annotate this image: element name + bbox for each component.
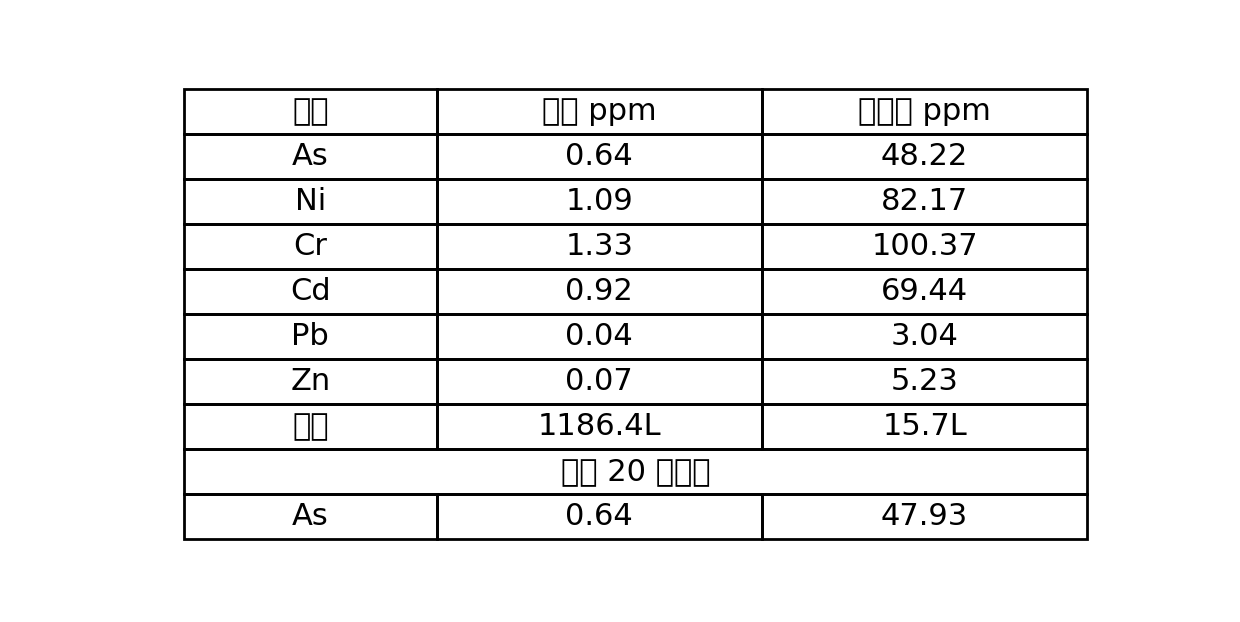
Bar xyxy=(184,269,436,314)
Bar xyxy=(761,359,1087,404)
Bar xyxy=(436,179,761,224)
Bar xyxy=(436,494,761,539)
Bar xyxy=(184,89,436,134)
Text: 1.33: 1.33 xyxy=(565,232,634,261)
Bar xyxy=(436,224,761,269)
Text: 0.64: 0.64 xyxy=(565,142,634,171)
Bar xyxy=(184,179,436,224)
Text: 项目: 项目 xyxy=(293,97,329,126)
Bar xyxy=(761,224,1087,269)
Text: 浓缩液 ppm: 浓缩液 ppm xyxy=(858,97,991,126)
Text: 3.04: 3.04 xyxy=(890,322,959,351)
Text: Cd: Cd xyxy=(290,277,331,306)
Bar xyxy=(761,89,1087,134)
Bar xyxy=(184,224,436,269)
Text: 原水 ppm: 原水 ppm xyxy=(542,97,657,126)
Text: Ni: Ni xyxy=(295,187,326,216)
Bar xyxy=(761,404,1087,449)
Bar xyxy=(761,314,1087,359)
Bar xyxy=(761,269,1087,314)
Text: Cr: Cr xyxy=(294,232,327,261)
Text: As: As xyxy=(291,502,329,531)
Bar xyxy=(436,89,761,134)
Bar xyxy=(184,404,436,449)
Bar xyxy=(761,179,1087,224)
Text: Pb: Pb xyxy=(291,322,329,351)
Bar xyxy=(436,314,761,359)
Bar xyxy=(184,314,436,359)
Bar xyxy=(436,404,761,449)
Bar xyxy=(436,359,761,404)
Text: 0.04: 0.04 xyxy=(565,322,634,351)
Text: 5.23: 5.23 xyxy=(890,367,959,396)
Text: 体积: 体积 xyxy=(293,412,329,441)
Bar xyxy=(436,269,761,314)
Bar xyxy=(184,359,436,404)
Text: 1186.4L: 1186.4L xyxy=(538,412,661,441)
Bar xyxy=(436,134,761,179)
Text: As: As xyxy=(291,142,329,171)
Text: 82.17: 82.17 xyxy=(880,187,968,216)
Text: 47.93: 47.93 xyxy=(880,502,968,531)
Text: 69.44: 69.44 xyxy=(880,277,968,306)
Bar xyxy=(184,494,436,539)
Text: Zn: Zn xyxy=(290,367,330,396)
Bar xyxy=(184,449,1087,494)
Bar xyxy=(761,494,1087,539)
Text: 1.09: 1.09 xyxy=(565,187,634,216)
Text: 0.07: 0.07 xyxy=(565,367,634,396)
Text: 使用 20 次之后: 使用 20 次之后 xyxy=(560,457,711,486)
Bar xyxy=(184,134,436,179)
Text: 100.37: 100.37 xyxy=(872,232,978,261)
Text: 0.92: 0.92 xyxy=(565,277,634,306)
Text: 48.22: 48.22 xyxy=(880,142,968,171)
Text: 0.64: 0.64 xyxy=(565,502,634,531)
Bar xyxy=(761,134,1087,179)
Text: 15.7L: 15.7L xyxy=(882,412,967,441)
